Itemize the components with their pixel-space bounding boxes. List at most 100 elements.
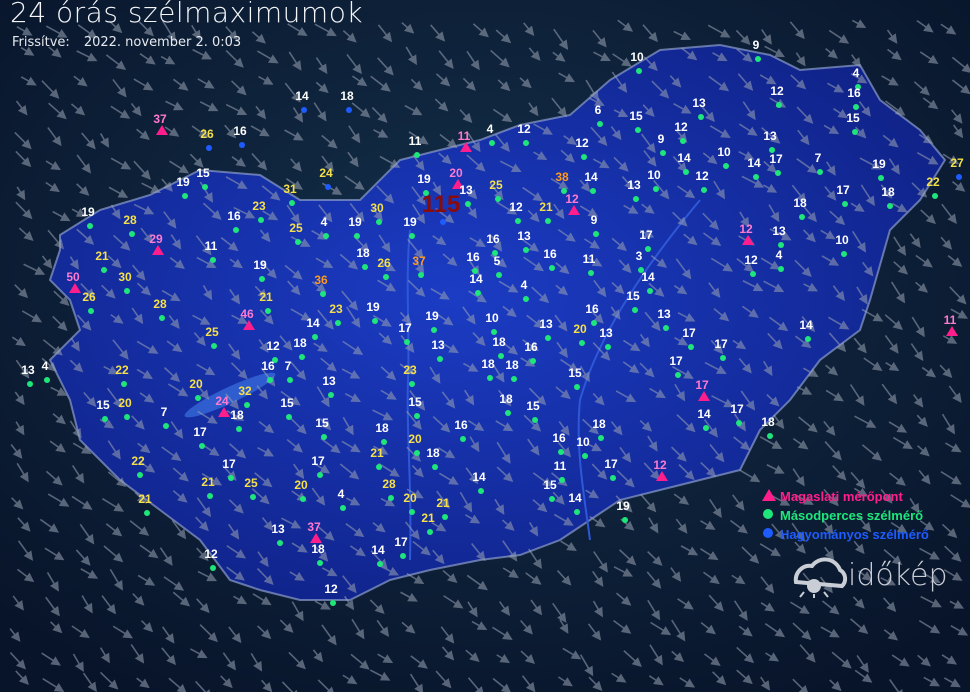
station[interactable]: 19 (403, 215, 417, 239)
station[interactable]: 17 (311, 454, 325, 478)
station[interactable]: 38 (555, 170, 569, 194)
station[interactable]: 14 (469, 272, 483, 296)
station[interactable]: 17 (394, 535, 408, 559)
station[interactable]: 16 (524, 340, 538, 364)
station[interactable]: 15 (280, 396, 294, 420)
station[interactable]: 50 (66, 270, 81, 293)
station[interactable]: 18 (311, 542, 325, 566)
station[interactable]: 16 (233, 124, 247, 148)
station[interactable]: 21 (201, 475, 215, 499)
station[interactable]: 19 (872, 157, 886, 181)
station[interactable]: 26 (82, 290, 96, 314)
station[interactable]: 30 (118, 270, 132, 294)
station[interactable]: 17 (769, 152, 783, 176)
station[interactable]: 11 (554, 459, 567, 483)
station[interactable]: 15 (846, 111, 860, 135)
station[interactable]: 14 (799, 318, 813, 342)
station[interactable]: 14 (568, 491, 582, 515)
station[interactable]: 16 (585, 302, 599, 326)
station[interactable]: 12 (739, 222, 754, 245)
station[interactable]: 16 (486, 232, 500, 256)
station[interactable]: 11 (409, 134, 422, 158)
station[interactable]: 18 (793, 196, 807, 220)
station[interactable]: 36 (314, 273, 328, 297)
station[interactable]: 24 (215, 394, 230, 417)
station[interactable]: 25 (289, 221, 303, 245)
station[interactable]: 12 (204, 547, 218, 571)
station[interactable]: 18 (375, 421, 389, 445)
station[interactable]: 12 (575, 136, 589, 160)
station[interactable]: 23 (252, 199, 266, 223)
station[interactable]: 7 (285, 359, 293, 383)
station[interactable]: 13 (599, 326, 613, 350)
station[interactable]: 20 (573, 322, 587, 346)
station[interactable]: 13 (21, 363, 35, 387)
station[interactable]: 20 (118, 396, 132, 420)
station[interactable]: 9 (591, 213, 599, 237)
station[interactable]: 10 (835, 233, 849, 257)
station[interactable]: 30 (370, 201, 384, 225)
station[interactable]: 16 (261, 359, 275, 383)
station[interactable]: 9 (658, 132, 666, 156)
station[interactable]: 12 (695, 169, 709, 193)
station[interactable]: 4 (338, 487, 346, 511)
station[interactable]: 4 (853, 66, 861, 90)
station[interactable]: 28 (382, 477, 396, 501)
station[interactable]: 10 (630, 50, 644, 74)
station[interactable]: 14 (747, 156, 761, 180)
station[interactable]: 20 (408, 432, 422, 456)
station[interactable]: 21 (138, 492, 152, 516)
station[interactable]: 13 (517, 229, 531, 253)
station[interactable]: 15 (626, 289, 640, 313)
station[interactable]: 4 (521, 278, 529, 302)
station[interactable]: 19 (348, 215, 362, 239)
station[interactable]: 10 (717, 145, 731, 169)
station[interactable]: 14 (295, 89, 309, 113)
station[interactable]: 7 (815, 151, 823, 175)
station[interactable]: 18 (481, 357, 495, 381)
station[interactable]: 7 (161, 405, 169, 429)
station[interactable]: 20 (189, 377, 203, 401)
station[interactable]: 17 (682, 326, 696, 350)
station[interactable]: 4 (776, 248, 784, 272)
station[interactable]: 11 (458, 129, 472, 152)
station[interactable]: 29 (149, 232, 164, 255)
station[interactable]: 18 (293, 336, 307, 360)
station[interactable]: 15 (408, 395, 422, 419)
station[interactable]: 12 (744, 253, 758, 277)
station[interactable]: 21 (370, 446, 384, 470)
station[interactable]: 20 (294, 478, 308, 502)
station[interactable]: 37 (307, 520, 322, 543)
station[interactable]: 12 (653, 458, 668, 481)
station[interactable]: 22 (115, 363, 129, 387)
station[interactable]: 13 (322, 374, 336, 398)
station[interactable]: 25 (244, 476, 258, 500)
station[interactable]: 14 (697, 407, 711, 431)
station[interactable]: 27 (950, 156, 964, 180)
station[interactable]: 16 (552, 431, 566, 455)
station[interactable]: 14 (677, 151, 691, 175)
station[interactable]: 32 (238, 384, 252, 408)
station[interactable]: 14 (472, 470, 486, 494)
station[interactable]: 17 (398, 321, 412, 345)
station[interactable]: 13 (692, 96, 706, 120)
station[interactable]: 15 (196, 166, 210, 190)
station[interactable]: 15 (315, 416, 329, 440)
station[interactable]: 28 (123, 213, 137, 237)
station[interactable]: 16 (847, 86, 861, 110)
station[interactable]: 11 (944, 313, 958, 336)
station[interactable]: 16 (454, 418, 468, 442)
station[interactable]: 17 (639, 228, 653, 252)
station[interactable]: 18 (505, 358, 519, 382)
station[interactable]: 13 (431, 338, 445, 362)
station[interactable]: 28 (153, 297, 167, 321)
station[interactable]: 26 (377, 256, 391, 280)
station[interactable]: 23 (329, 302, 343, 326)
station[interactable]: 19 (366, 300, 380, 324)
station[interactable]: 12 (770, 84, 784, 108)
station[interactable]: 15 (568, 366, 582, 390)
station[interactable]: 15 (96, 398, 110, 422)
station[interactable]: 17 (222, 457, 236, 481)
station[interactable]: 13 (772, 224, 786, 248)
